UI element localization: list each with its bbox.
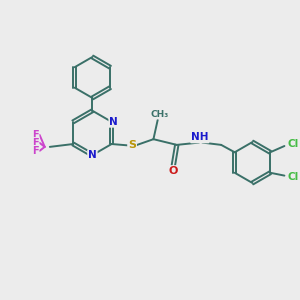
Text: F: F	[32, 138, 39, 148]
Text: Cl: Cl	[288, 139, 299, 149]
Text: S: S	[128, 140, 136, 150]
Text: NH: NH	[191, 133, 208, 142]
Text: O: O	[169, 166, 178, 176]
Text: Cl: Cl	[288, 172, 299, 182]
Text: F: F	[32, 130, 39, 140]
Text: F: F	[32, 146, 39, 156]
Text: N: N	[109, 117, 118, 127]
Text: CH₃: CH₃	[151, 110, 169, 119]
Text: N: N	[88, 150, 97, 160]
